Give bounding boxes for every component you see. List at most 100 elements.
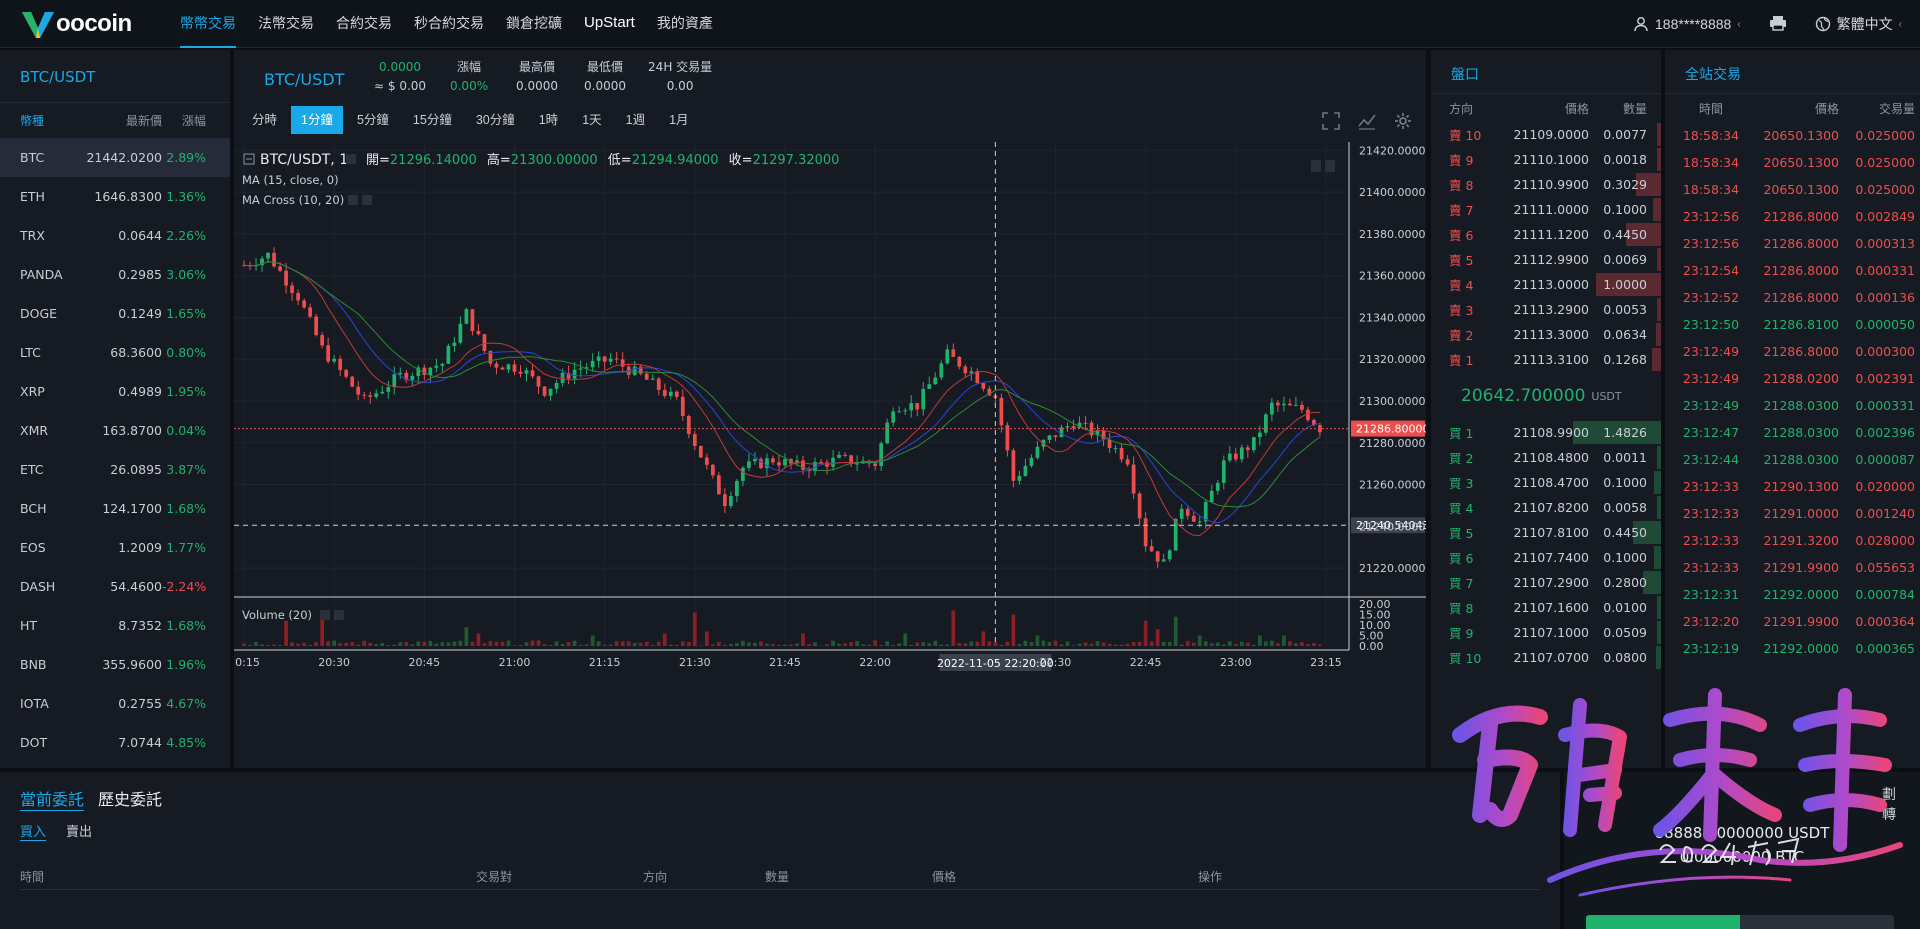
ask-row[interactable]: 賣 3 21113.2900 0.0053 [1431,297,1661,322]
bid-row[interactable]: 買 5 21107.8100 0.4450 [1431,520,1661,545]
bid-row[interactable]: 買 10 21107.0700 0.0800 [1431,645,1661,670]
candle-body [1005,425,1010,451]
account-menu[interactable]: 188****8888 ‹ [1633,16,1741,32]
ask-row[interactable]: 賣 4 21113.0000 1.0000 [1431,272,1661,297]
interval-tab[interactable]: 5分鐘 [356,113,389,127]
logo[interactable]: oocoin [20,8,160,40]
trade-time: 23:12:44 [1682,452,1740,467]
ask-row[interactable]: 賣 9 21110.1000 0.0018 [1431,147,1661,172]
candle-body [1047,435,1052,440]
ask-row[interactable]: 賣 6 21111.1200 0.4450 [1431,222,1661,247]
market-row[interactable]: BTC 21442.0200 2.89% [0,138,230,177]
interval-tab[interactable]: 1月 [669,113,689,127]
interval-tab[interactable]: 1天 [582,113,602,127]
bid-rows: 買 1 21108.9900 1.4826 買 2 21108.4800 0.0011 買 … [1431,420,1661,670]
market-row[interactable]: EOS 1.2009 1.77% [0,528,230,567]
interval-tab[interactable]: 15分鐘 [412,113,452,127]
market-row[interactable]: BNB 355.9600 1.96% [0,645,230,684]
book-qty: 0.0018 [1603,152,1647,167]
ask-row[interactable]: 賣 8 21110.9900 0.3029 [1431,172,1661,197]
market-row[interactable]: XMR 163.8700 0.04% [0,411,230,450]
interval-tab[interactable]: 1時 [538,113,559,127]
candle-body [506,364,511,370]
fullscreen-icon[interactable] [1322,112,1340,130]
market-row[interactable]: DASH 54.4600 -2.24% [0,567,230,606]
bid-row[interactable]: 買 2 21108.4800 0.0011 [1431,445,1661,470]
pane-down-icon[interactable] [1325,160,1335,172]
transfer-tab[interactable]: 劃轉 [1882,787,1896,823]
ticker-bar: BTC/USDT 0.0000 ≈ $ 0.00 漲幅 0.00% 最高價 0.… [264,58,730,96]
nav-item-2[interactable]: 合約交易 [336,14,392,31]
bid-row[interactable]: 買 6 21107.7400 0.1000 [1431,545,1661,570]
time-tick-label: 20:45 [408,656,440,669]
market-row[interactable]: HT 8.7352 1.68% [0,606,230,645]
nav-item-4[interactable]: 鎖倉挖礦 [506,14,562,31]
market-row[interactable]: BCH 124.1700 1.68% [0,489,230,528]
collapse-icon[interactable] [243,153,255,165]
study-settings-icon[interactable] [348,195,358,205]
candle-body [891,411,896,423]
nav-item-3[interactable]: 秒合約交易 [414,14,484,31]
trade-price: 21291.0000 [1763,506,1839,521]
market-row[interactable]: PANDA 0.2985 3.06% [0,255,230,294]
gear-icon[interactable] [1394,112,1412,130]
market-row[interactable]: ETC 26.0895 3.87% [0,450,230,489]
study-close-icon[interactable] [362,195,372,205]
nav-item-0[interactable]: 幣幣交易 [180,0,236,48]
volume-bar [927,643,932,646]
interval-tab[interactable]: 1分鐘 [291,106,343,134]
ask-row[interactable]: 賣 2 21113.3000 0.0634 [1431,322,1661,347]
market-row[interactable]: LTC 68.3600 0.80% [0,333,230,372]
interval-tab[interactable]: 1週 [625,113,646,127]
order-tab[interactable]: 當前委託 [20,786,85,811]
volume-close-icon[interactable] [334,610,344,620]
indicator-icon[interactable] [1358,112,1376,130]
pane-up-icon[interactable] [1311,160,1321,172]
ask-row[interactable]: 賣 7 21111.0000 0.1000 [1431,197,1661,222]
market-price: 163.8700 [102,423,162,438]
order-tab[interactable]: 歷史委託 [98,790,163,809]
trade-qty: 0.000136 [1855,290,1915,305]
bid-row[interactable]: 買 9 21107.1000 0.0509 [1431,620,1661,645]
candle-body [963,366,968,374]
bid-row[interactable]: 買 4 21107.8200 0.0058 [1431,495,1661,520]
candle-body [981,383,986,389]
candle-body [710,464,715,476]
candle-body [843,454,847,456]
order-subtab[interactable]: 買入 [20,821,47,841]
bid-row[interactable]: 買 1 21108.9900 1.4826 [1431,420,1661,445]
candle-body [398,372,403,375]
volume-bar [440,642,445,646]
market-row[interactable]: IOTA 0.2755 4.67% [0,684,230,723]
order-subtab[interactable]: 賣出 [66,825,93,840]
trade-row: 23:12:33 21291.0000 0.001240 [1665,500,1920,527]
market-row[interactable]: DOT 7.0744 4.85% [0,723,230,762]
nav-item-1[interactable]: 法幣交易 [258,14,314,31]
volume-settings-icon[interactable] [320,610,330,620]
legend-settings-icon[interactable] [346,154,356,164]
ask-row[interactable]: 賣 10 21109.0000 0.0077 [1431,122,1661,147]
volume-bar [957,642,962,646]
market-row[interactable]: DOGE 0.1249 1.65% [0,294,230,333]
volume-bar [554,641,559,646]
order-book-columns: 方向 價格 數量 [1431,94,1661,122]
price-tick-label: 21280.00000 [1359,437,1426,450]
printer-icon[interactable] [1769,14,1787,35]
nav-item-5[interactable]: UpStart [584,13,635,31]
interval-tab[interactable]: 分時 [252,113,278,127]
ask-row[interactable]: 賣 1 21113.3100 0.1268 [1431,347,1661,372]
market-row[interactable]: XRP 0.4989 1.95% [0,372,230,411]
language-switch[interactable]: 繁體中文 ‹ [1815,14,1902,34]
sell-button[interactable] [1740,915,1894,929]
candlestick-chart[interactable]: 21286.80000 21240.54043 2022-11-05 22:20:0… [234,142,1426,768]
buy-button[interactable] [1586,915,1740,929]
bid-row[interactable]: 買 3 21108.4700 0.1000 [1431,470,1661,495]
bid-row[interactable]: 買 8 21107.1600 0.0100 [1431,595,1661,620]
nav-item-6[interactable]: 我的資產 [656,14,713,31]
bid-row[interactable]: 買 7 21107.2900 0.2800 [1431,570,1661,595]
market-row[interactable]: ETH 1646.8300 1.36% [0,177,230,216]
interval-tab[interactable]: 30分鐘 [475,113,515,127]
market-row[interactable]: TRX 0.0644 2.26% [0,216,230,255]
ask-row[interactable]: 賣 5 21112.9900 0.0069 [1431,247,1661,272]
market-columns: 幣種 最新價 漲幅 [0,102,230,138]
